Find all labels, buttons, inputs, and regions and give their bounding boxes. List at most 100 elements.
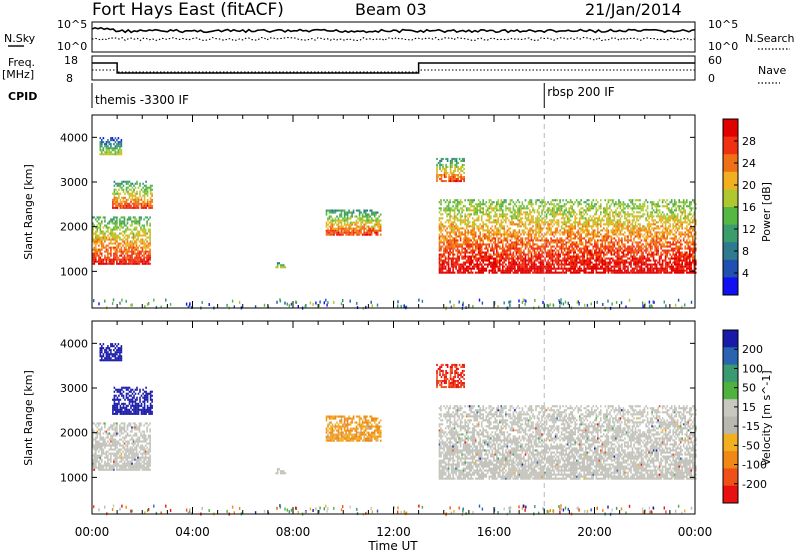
power-cell xyxy=(472,260,474,262)
power-cell xyxy=(101,145,103,147)
power-cell xyxy=(487,209,489,211)
power-cell xyxy=(599,248,601,250)
power-cell xyxy=(656,211,658,213)
power-cell xyxy=(525,213,527,215)
power-cell xyxy=(504,239,506,241)
power-cell xyxy=(534,209,536,211)
power-cell xyxy=(498,239,500,241)
power-cell xyxy=(121,187,123,189)
power-cell xyxy=(442,223,444,225)
power-cell xyxy=(528,248,530,250)
power-cell xyxy=(101,231,103,233)
power-cell xyxy=(463,272,465,274)
power-cell xyxy=(481,211,483,213)
power-cell xyxy=(620,264,622,266)
power-cell xyxy=(481,243,483,245)
power-cell xyxy=(594,264,596,266)
power-cell xyxy=(109,141,111,143)
power-cell xyxy=(366,234,368,236)
power-cell xyxy=(660,270,662,272)
power-cell xyxy=(478,215,480,217)
power-cell xyxy=(145,203,147,205)
power-cell xyxy=(651,207,653,209)
power-cell xyxy=(608,223,610,225)
power-cell xyxy=(348,212,350,214)
power-cell xyxy=(505,272,507,274)
power-cell xyxy=(547,231,549,233)
power-cell xyxy=(648,268,650,270)
power-cell xyxy=(608,264,610,266)
power-cell xyxy=(602,243,604,245)
power-cell xyxy=(134,263,136,265)
power-cell xyxy=(519,231,521,233)
power-cell xyxy=(585,235,587,237)
power-cell xyxy=(479,254,481,256)
power-cell xyxy=(134,247,136,249)
power-cell xyxy=(540,225,542,227)
power-cell xyxy=(130,199,132,201)
power-cell xyxy=(650,225,652,227)
power-cell xyxy=(612,211,614,213)
power-cell xyxy=(608,225,610,227)
power-cell xyxy=(350,218,352,220)
power-cell xyxy=(124,257,126,259)
power-cell xyxy=(597,221,599,223)
power-cell xyxy=(593,219,595,221)
power-cell xyxy=(466,239,468,241)
power-cell xyxy=(457,201,459,203)
power-cell xyxy=(588,241,590,243)
power-cell xyxy=(151,205,153,207)
power-cell xyxy=(529,260,531,262)
power-cell xyxy=(567,235,569,237)
power-cell xyxy=(114,189,116,191)
power-cell xyxy=(501,272,503,274)
power-cell xyxy=(605,258,607,260)
power-cell xyxy=(147,199,149,201)
power-cell xyxy=(591,243,593,245)
power-cell xyxy=(124,181,126,183)
power-cell xyxy=(443,250,445,252)
power-cell xyxy=(588,219,590,221)
power-cell xyxy=(439,233,441,235)
power-cell xyxy=(469,241,471,243)
power-cell xyxy=(561,264,563,266)
power-cell xyxy=(593,207,595,209)
power-cell xyxy=(576,221,578,223)
power-cell xyxy=(650,260,652,262)
power-cell xyxy=(596,250,598,252)
power-cell xyxy=(623,264,625,266)
power-cell xyxy=(656,254,658,256)
power-cell xyxy=(121,143,123,145)
power-cell xyxy=(611,221,613,223)
power-cell xyxy=(531,246,533,248)
power-cell xyxy=(489,201,491,203)
power-cell xyxy=(502,211,504,213)
power-cell xyxy=(519,243,521,245)
power-cell xyxy=(135,203,137,205)
power-cell xyxy=(94,243,96,245)
power-cell xyxy=(633,246,635,248)
power-cell xyxy=(585,205,587,207)
power-cell xyxy=(587,258,589,260)
power-cell xyxy=(606,270,608,272)
power-cell xyxy=(537,209,539,211)
power-cell xyxy=(609,207,611,209)
power-cell xyxy=(121,141,123,143)
power-cell xyxy=(603,207,605,209)
power-cell xyxy=(626,250,628,252)
power-cell xyxy=(593,256,595,258)
power-cell xyxy=(510,235,512,237)
power-cell xyxy=(645,248,647,250)
power-cell xyxy=(648,221,650,223)
power-cell xyxy=(149,243,151,245)
power-cell xyxy=(570,235,572,237)
power-cell xyxy=(487,237,489,239)
power-cell xyxy=(611,268,613,270)
power-cell xyxy=(550,272,552,274)
power-cell xyxy=(600,250,602,252)
power-cell xyxy=(277,262,279,264)
power-cell xyxy=(446,219,448,221)
cpid-label: CPID xyxy=(8,90,37,103)
power-cell xyxy=(514,270,516,272)
power-cell xyxy=(609,258,611,260)
